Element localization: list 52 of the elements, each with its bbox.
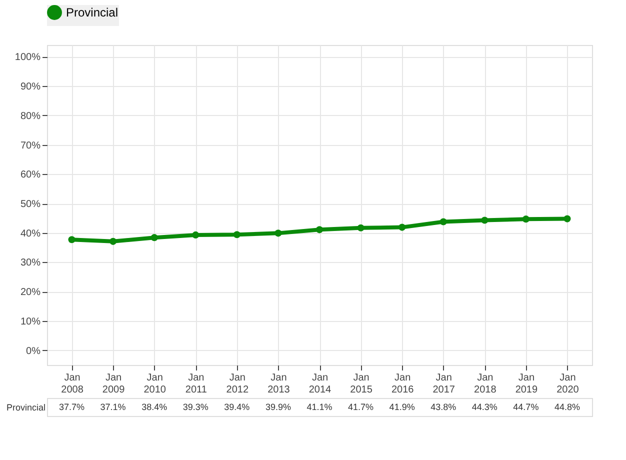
y-tick-label: 50% — [20, 199, 41, 210]
data-label: 44.7% — [513, 402, 539, 412]
y-tick-label: 60% — [20, 170, 41, 181]
data-label: 37.7% — [59, 402, 85, 412]
data-label: 44.8% — [554, 402, 580, 412]
y-tick-label: 40% — [20, 228, 41, 240]
data-label: 37.1% — [100, 402, 126, 412]
data-label: 39.9% — [265, 402, 291, 412]
point — [110, 238, 117, 245]
text: Provincial — [6, 402, 46, 412]
point — [274, 230, 282, 237]
data-label: 38.4% — [142, 402, 168, 412]
x-tick-label: Jan 2010 — [144, 372, 166, 396]
point — [522, 216, 530, 223]
data-label: 41.9% — [389, 402, 415, 412]
data-label: 39.4% — [224, 402, 250, 412]
point — [564, 215, 571, 222]
x-tick-label: Jan 2016 — [391, 372, 414, 396]
x-tick-label: Jan 2018 — [474, 372, 497, 396]
x-tick-label: Jan 2012 — [226, 372, 249, 396]
x-tick-label: Jan 2019 — [515, 372, 538, 396]
point — [398, 224, 406, 231]
y-tick-label: 100% — [14, 52, 41, 64]
point — [481, 216, 488, 224]
data-label: 44.3% — [472, 402, 498, 412]
x-tick-label: Jan 2009 — [102, 372, 126, 396]
y-tick-label: 30% — [20, 258, 41, 269]
y-tick-label: 20% — [20, 287, 41, 298]
y-tick-label: 10% — [20, 316, 41, 328]
point — [150, 234, 158, 242]
y-tick-label: 90% — [20, 82, 41, 93]
x-tick-label: Jan 2015 — [350, 372, 373, 396]
data-label: 39.3% — [182, 402, 208, 412]
data-label: 43.8% — [430, 402, 456, 412]
x-tick-label: Jan 2013 — [268, 372, 290, 396]
data-label: 41.7% — [348, 402, 374, 412]
y-tick-label: 70% — [20, 140, 41, 152]
legend-label: Provincial — [66, 6, 118, 20]
point — [357, 224, 364, 232]
point — [233, 231, 240, 238]
y-tick-label: 0% — [26, 346, 41, 357]
x-tick-label: Jan 2017 — [432, 372, 456, 396]
point — [440, 218, 447, 226]
x-tick-label: Jan 2008 — [61, 372, 84, 396]
point — [192, 231, 200, 238]
x-tick-label: Jan 2014 — [308, 372, 332, 396]
point — [68, 236, 76, 244]
x-tick-label: Jan 2020 — [556, 372, 580, 396]
x-tick-label: Jan 2011 — [185, 372, 208, 396]
point — [316, 226, 324, 234]
data-label: 41.1% — [306, 402, 332, 412]
y-tick-label: 80% — [20, 110, 41, 122]
